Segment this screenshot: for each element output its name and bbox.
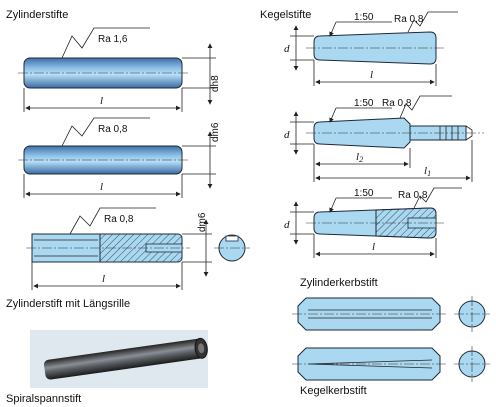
length-label: l [100,181,103,193]
roughness-value: Ra 0,8 [98,124,128,135]
spiralspannstift-photo [30,330,208,388]
tolerance-label: dm6 [210,122,221,142]
length-l2-label: l2 [356,151,363,164]
length-l1-label: l1 [424,165,431,178]
heading-laengsrille: Zylinderstift mit Längsrille [6,298,130,310]
taper-ratio: 1:50 [354,188,374,199]
roughness-symbol [61,117,150,147]
zylinderstift-laengsrille: Ra 0,8 dm6 l [26,207,250,290]
tolerance-label: dh8 [210,75,221,92]
heading-kegelstifte: Kegelstifte [260,9,311,21]
kegelstift-3: 1:50 Ra 0,8 d l [284,187,462,258]
length-label: l [370,69,373,81]
heading-spiralspannstift: Spiralspannstift [6,393,81,405]
diameter-label: d [284,129,290,141]
taper-ratio: 1:50 [354,98,374,109]
diameter-label: d [284,43,290,55]
length-label: l [372,241,375,253]
zylinderstift-2: Ra 0,8 dm6 l [18,117,221,198]
roughness-value: Ra 0,8 [398,190,428,201]
kegelstift-2: 1:50 Ra 0,8 d l2 l1 [284,95,484,182]
tolerance-label: dm6 [197,212,208,232]
heading-zylinderstifte: Zylinderstifte [6,9,68,21]
roughness-value: Ra 0,8 [382,98,412,109]
heading-zylinderkerbstift: Zylinderkerbstift [300,277,378,289]
kegelkerbstift [292,346,490,382]
zylinderstift-1: Ra 1,6 dh8 l [18,27,221,112]
zylinderkerbstift [292,296,490,332]
roughness-symbol [69,207,156,235]
length-label: l [102,273,105,285]
length-label: l [100,95,103,107]
diameter-label: d [284,219,290,231]
roughness-value: Ra 1,6 [98,34,128,45]
roughness-symbol [61,27,150,59]
roughness-value: Ra 0,8 [394,14,424,25]
rod [43,338,204,380]
heading-kegelkerbstift: Kegelkerbstift [300,385,367,397]
taper-ratio: 1:50 [354,12,374,23]
kegelstift-1: 1:50 Ra 0,8 d l [284,11,458,86]
roughness-value: Ra 0,8 [104,214,134,225]
